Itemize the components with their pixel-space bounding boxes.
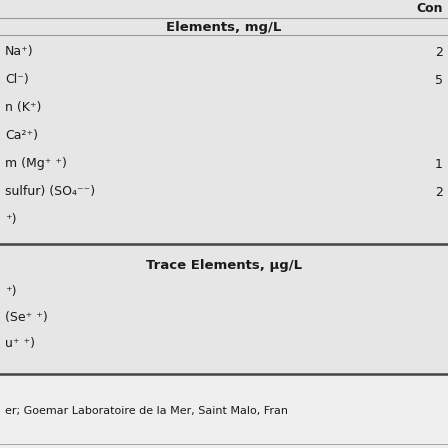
- Text: er; Goemar Laboratoire de la Mer, Saint Malo, Fran: er; Goemar Laboratoire de la Mer, Saint …: [5, 406, 288, 416]
- Text: (Se⁺ ⁺): (Se⁺ ⁺): [5, 311, 48, 324]
- Text: sulfur) (SO₄⁻⁻): sulfur) (SO₄⁻⁻): [5, 185, 95, 198]
- Text: u⁺ ⁺): u⁺ ⁺): [5, 337, 35, 350]
- Text: Elements, mg/L: Elements, mg/L: [166, 21, 282, 34]
- Text: Ca²⁺): Ca²⁺): [5, 129, 38, 142]
- Text: 5: 5: [435, 73, 443, 86]
- Text: n (K⁺): n (K⁺): [5, 102, 41, 115]
- Text: 2: 2: [435, 185, 443, 198]
- Text: Na⁺): Na⁺): [5, 46, 34, 59]
- Text: m (Mg⁺ ⁺): m (Mg⁺ ⁺): [5, 158, 67, 171]
- Text: 1: 1: [435, 158, 443, 171]
- Text: ⁺): ⁺): [5, 214, 17, 227]
- Text: 2: 2: [435, 46, 443, 59]
- Text: Trace Elements, μg/L: Trace Elements, μg/L: [146, 259, 302, 272]
- Text: Con: Con: [417, 3, 443, 16]
- Text: ⁺): ⁺): [5, 285, 17, 298]
- Text: Cl⁻): Cl⁻): [5, 73, 29, 86]
- Bar: [0, 374, 448, 448]
